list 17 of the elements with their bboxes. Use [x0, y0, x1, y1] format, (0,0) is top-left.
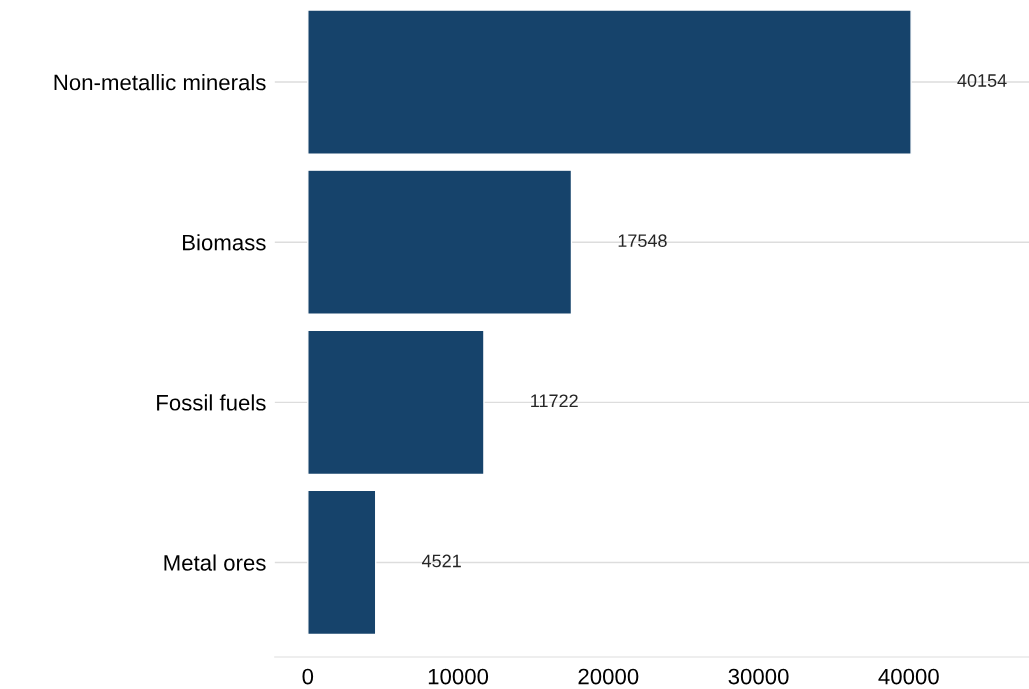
- x-tick-label: 20000: [578, 668, 639, 685]
- y-tick-label: Biomass: [183, 234, 266, 251]
- x-tick-label: 40000: [878, 668, 939, 685]
- data-label: 4521: [421, 554, 461, 568]
- y-tick-label: Fossil fuels: [157, 394, 266, 411]
- data-label: 11722: [531, 394, 578, 408]
- x-tick-label: 30000: [728, 668, 789, 685]
- x-tick-label: 10000: [428, 668, 489, 685]
- bar: [307, 169, 573, 315]
- data-label: 40154: [957, 74, 1007, 87]
- y-tick-label: Non-metallic minerals: [54, 74, 266, 91]
- data-label: 17548: [618, 234, 667, 248]
- bar: [307, 329, 485, 476]
- bar: [307, 489, 377, 636]
- y-tick-label: Metal ores: [164, 554, 266, 571]
- x-tick-label: 0: [302, 668, 314, 685]
- bar: [307, 9, 912, 155]
